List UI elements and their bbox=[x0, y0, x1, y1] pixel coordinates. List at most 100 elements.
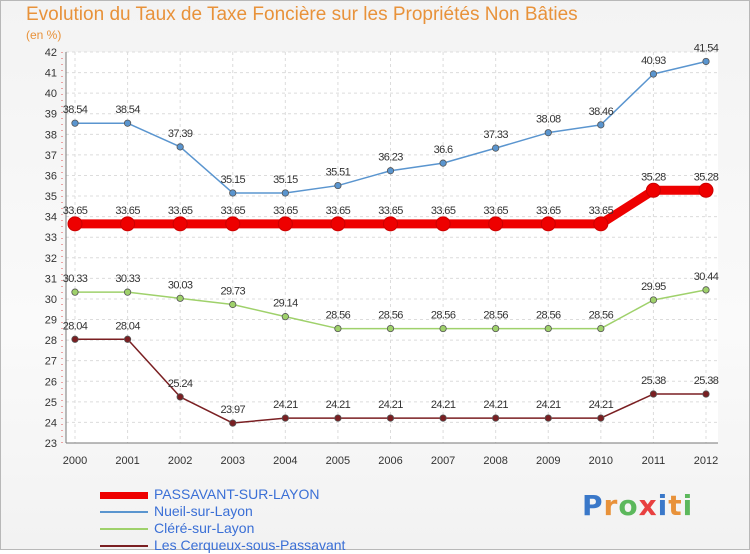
data-point bbox=[229, 419, 237, 427]
chart-title: Evolution du Taux de Taxe Foncière sur l… bbox=[26, 4, 578, 25]
data-label: 36.23 bbox=[378, 152, 403, 164]
data-label: 28.56 bbox=[378, 310, 403, 322]
data-point bbox=[277, 216, 293, 232]
x-tick-label: 2002 bbox=[168, 455, 192, 467]
data-label: 24.21 bbox=[483, 399, 508, 411]
data-point bbox=[172, 216, 188, 232]
data-point bbox=[120, 216, 136, 232]
data-point bbox=[67, 216, 83, 232]
data-point bbox=[593, 216, 609, 232]
data-label: 24.21 bbox=[431, 399, 456, 411]
data-point bbox=[229, 189, 237, 197]
data-label: 33.65 bbox=[431, 205, 456, 217]
data-point bbox=[123, 119, 132, 127]
y-tick-label: 33 bbox=[45, 232, 57, 244]
data-label: 25.38 bbox=[694, 375, 719, 387]
x-tick-label: 2005 bbox=[326, 455, 350, 467]
data-label: 36.6 bbox=[434, 144, 453, 156]
data-point bbox=[649, 296, 658, 304]
y-tick-label: 25 bbox=[45, 397, 57, 409]
data-point bbox=[383, 216, 398, 232]
x-tick-label: 2001 bbox=[115, 455, 139, 467]
legend-swatch bbox=[100, 545, 148, 547]
data-point bbox=[702, 57, 710, 66]
data-label: 37.33 bbox=[483, 129, 508, 141]
data-point bbox=[439, 159, 447, 167]
data-label: 33.65 bbox=[589, 205, 614, 217]
data-label: 28.04 bbox=[115, 320, 140, 332]
data-point bbox=[71, 335, 79, 343]
data-label: 24.21 bbox=[326, 399, 351, 411]
y-tick-label: 24 bbox=[45, 417, 57, 429]
data-point bbox=[330, 216, 346, 232]
data-point bbox=[488, 216, 504, 232]
x-tick-label: 2011 bbox=[642, 455, 666, 467]
data-point bbox=[123, 288, 132, 296]
y-tick-label: 39 bbox=[45, 109, 57, 121]
logo-letter: r bbox=[603, 489, 619, 522]
y-tick-label: 37 bbox=[45, 150, 57, 162]
data-label: 38.54 bbox=[115, 104, 140, 116]
data-point bbox=[597, 324, 605, 333]
y-tick-label: 28 bbox=[45, 335, 57, 347]
legend-label: Cléré-sur-Layon bbox=[154, 520, 255, 536]
x-tick-label: 2010 bbox=[589, 455, 613, 467]
data-point bbox=[649, 70, 658, 78]
data-label: 33.65 bbox=[378, 205, 403, 217]
data-label: 28.56 bbox=[326, 310, 351, 322]
x-tick-label: 2004 bbox=[273, 455, 297, 467]
data-label: 33.65 bbox=[536, 205, 561, 217]
y-tick-label: 35 bbox=[45, 191, 57, 203]
data-point bbox=[386, 414, 395, 422]
data-point bbox=[386, 167, 395, 175]
data-point bbox=[281, 414, 289, 422]
x-tick-label: 2007 bbox=[431, 455, 455, 467]
data-point bbox=[176, 294, 184, 302]
data-point bbox=[334, 414, 342, 422]
data-label: 41.54 bbox=[694, 42, 719, 54]
data-label: 35.28 bbox=[694, 171, 719, 183]
data-label: 35.51 bbox=[326, 167, 351, 179]
legend-swatch bbox=[100, 511, 148, 513]
data-label: 33.65 bbox=[273, 205, 298, 217]
legend-swatch bbox=[100, 491, 148, 499]
data-point bbox=[540, 216, 556, 232]
data-label: 33.65 bbox=[63, 205, 88, 217]
data-label: 30.44 bbox=[694, 271, 719, 283]
logo-letter: t bbox=[668, 489, 683, 522]
data-point bbox=[492, 144, 500, 152]
data-point bbox=[544, 129, 552, 137]
x-tick-label: 2000 bbox=[63, 455, 87, 467]
x-tick-label: 2003 bbox=[221, 455, 245, 467]
y-tick-label: 27 bbox=[45, 356, 57, 368]
data-label: 28.56 bbox=[431, 310, 456, 322]
data-label: 24.21 bbox=[273, 399, 298, 411]
y-tick-label: 36 bbox=[45, 170, 57, 182]
data-point bbox=[649, 390, 658, 398]
x-tick-label: 2006 bbox=[378, 455, 402, 467]
data-label: 25.24 bbox=[168, 378, 193, 390]
data-label: 37.39 bbox=[168, 128, 193, 140]
x-tick-label: 2009 bbox=[536, 455, 560, 467]
data-label: 30.33 bbox=[63, 273, 88, 285]
data-point bbox=[229, 300, 237, 309]
data-label: 29.95 bbox=[641, 281, 666, 293]
data-point bbox=[281, 313, 289, 321]
data-point bbox=[334, 324, 342, 333]
legend-label: Les Cerqueux-sous-Passavant bbox=[154, 537, 346, 553]
y-tick-label: 34 bbox=[45, 212, 57, 224]
data-label: 35.15 bbox=[273, 174, 298, 186]
data-label: 23.97 bbox=[220, 404, 245, 416]
y-tick-label: 31 bbox=[45, 273, 57, 285]
data-label: 24.21 bbox=[536, 399, 561, 411]
y-tick-label: 32 bbox=[45, 253, 57, 265]
logo-letter: i bbox=[682, 489, 694, 522]
data-label: 33.65 bbox=[483, 205, 508, 217]
data-label: 33.65 bbox=[220, 205, 245, 217]
data-label: 28.56 bbox=[536, 310, 561, 322]
data-point bbox=[544, 324, 552, 333]
logo-letter: x bbox=[638, 489, 658, 522]
data-label: 35.15 bbox=[220, 174, 245, 186]
data-point bbox=[439, 414, 447, 422]
